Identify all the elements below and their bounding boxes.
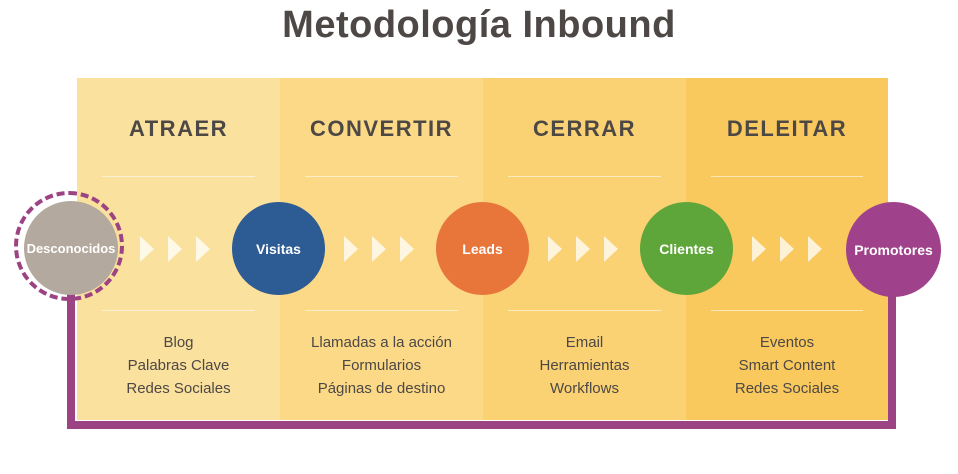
divider (711, 310, 863, 311)
phase-label: CERRAR (532, 116, 637, 141)
chevron-right-icon (808, 236, 822, 262)
tactic-item: Blog (163, 334, 194, 351)
divider (102, 310, 255, 311)
divider (102, 176, 255, 177)
chevron-right-icon (168, 236, 182, 262)
tactic-item: Smart Content (738, 357, 836, 374)
tactic-item: Formularios (341, 357, 422, 374)
stage-leads: Leads (436, 202, 529, 295)
frame-line-left (67, 292, 75, 428)
stage-clientes: Clientes (640, 202, 733, 295)
phase-label: CONVERTIR (309, 116, 454, 141)
phase-label: DELEITAR (726, 116, 848, 141)
tactics-list: Llamadas a la acción Formularios Páginas… (280, 331, 483, 400)
frame-line-bottom (67, 421, 896, 429)
tactic-item: Herramientas (539, 357, 630, 374)
tactics-list: Blog Palabras Clave Redes Sociales (77, 331, 280, 400)
tactic-item: Eventos (759, 334, 815, 351)
divider (305, 176, 458, 177)
stage-desconocidos: Desconocidos (24, 201, 118, 295)
stage-visitas: Visitas (232, 202, 325, 295)
chevron-right-icon (752, 236, 766, 262)
chevron-right-icon (548, 236, 562, 262)
tactics-list: Email Herramientas Workflows (483, 331, 686, 400)
divider (305, 310, 458, 311)
tactic-item: Llamadas a la acción (311, 334, 452, 351)
chevron-right-icon (400, 236, 414, 262)
frame-line-right (888, 292, 896, 428)
chevron-right-icon (576, 236, 590, 262)
page-title: Metodología Inbound (282, 4, 676, 46)
tactic-item: Workflows (550, 380, 619, 397)
divider (508, 176, 661, 177)
chevron-right-icon (372, 236, 386, 262)
chevron-right-icon (604, 236, 618, 262)
tactic-item: Redes Sociales (734, 380, 840, 397)
tactic-item: Palabras Clave (127, 357, 230, 374)
tactic-item: Redes Sociales (126, 380, 231, 397)
chevron-right-icon (780, 236, 794, 262)
chevron-right-icon (140, 236, 154, 262)
divider (711, 176, 863, 177)
phase-label: ATRAER (128, 116, 229, 141)
divider (508, 310, 661, 311)
chevron-right-icon (196, 236, 210, 262)
stage-promotores: Promotores (846, 202, 941, 297)
chevron-right-icon (344, 236, 358, 262)
tactic-item: Páginas de destino (317, 380, 446, 397)
tactic-item: Email (565, 334, 604, 351)
dashed-ring (14, 191, 124, 301)
tactics-list: Eventos Smart Content Redes Sociales (686, 331, 888, 400)
